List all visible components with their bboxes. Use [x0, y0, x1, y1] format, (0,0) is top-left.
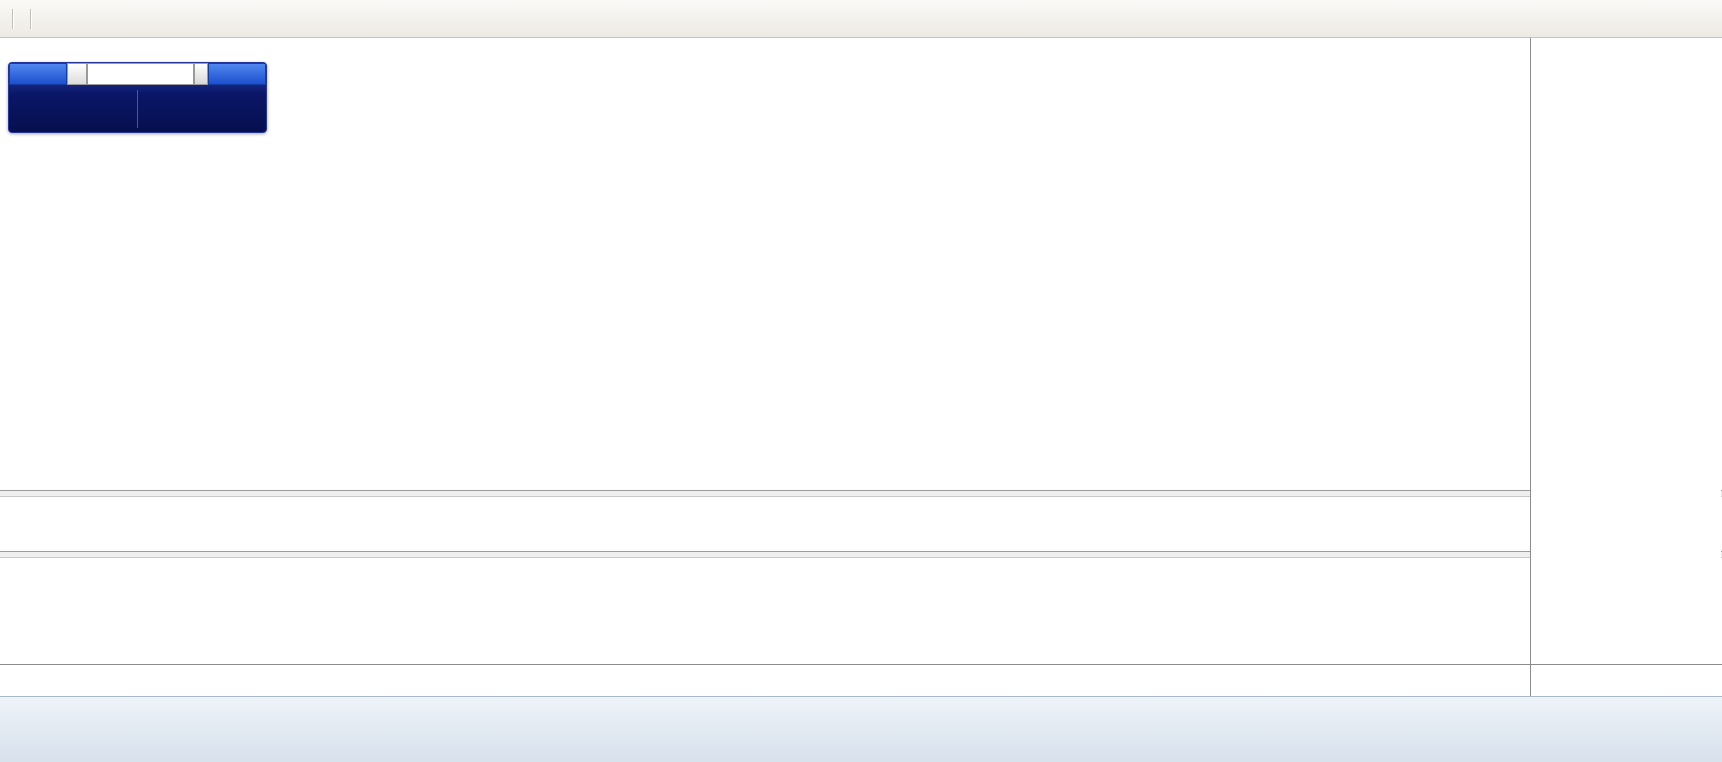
chart-title	[10, 45, 15, 59]
toolbar-separator	[30, 8, 32, 29]
macd-indicator-label	[8, 500, 20, 514]
time-axis[interactable]	[0, 664, 1722, 697]
one-click-prices	[9, 85, 266, 132]
price-scale-divider	[1530, 38, 1531, 696]
macd-panel-canvas[interactable]	[0, 497, 1530, 551]
volume-stepper[interactable]	[194, 63, 208, 85]
one-click-trading-panel	[8, 62, 267, 133]
volume-input[interactable]	[87, 63, 194, 85]
buy-button[interactable]	[208, 63, 266, 85]
panel-splitter[interactable]	[0, 490, 1722, 497]
price-scale[interactable]	[1531, 38, 1721, 696]
panel-splitter[interactable]	[0, 551, 1722, 558]
price-divider	[137, 89, 138, 128]
sell-price	[9, 90, 137, 127]
main-toolbar	[0, 0, 1722, 38]
sell-button[interactable]	[9, 63, 67, 85]
status-strip	[0, 696, 1722, 762]
rsi-indicator-label	[8, 560, 14, 574]
buy-price	[138, 90, 266, 127]
toolbar-separator	[12, 8, 14, 29]
one-click-order-row	[9, 63, 266, 85]
rsi-panel-canvas[interactable]	[0, 558, 1530, 664]
order-type-dropdown[interactable]	[67, 63, 87, 85]
